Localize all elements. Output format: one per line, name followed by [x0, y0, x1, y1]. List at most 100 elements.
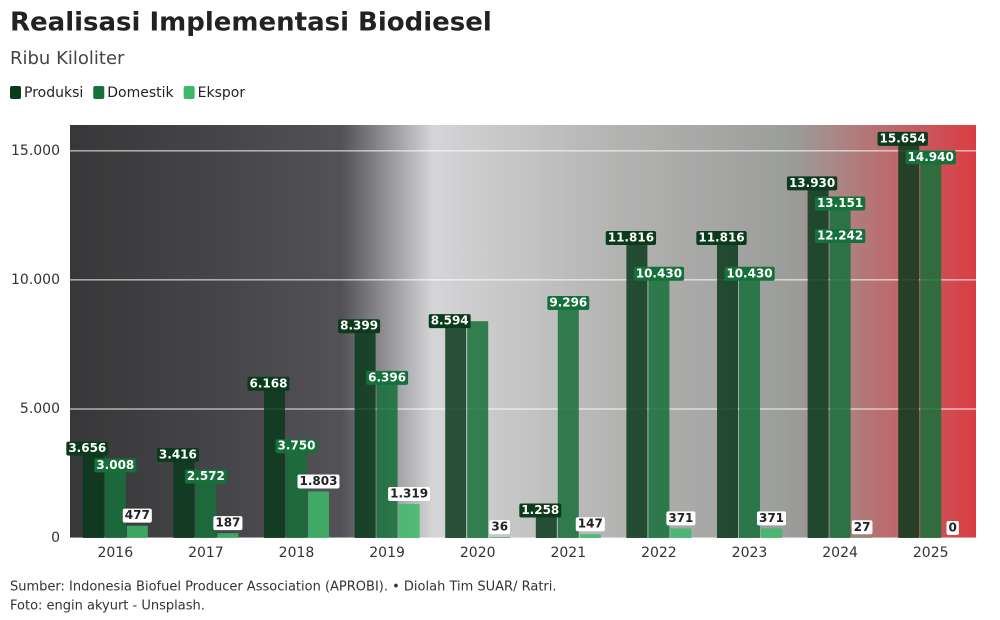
bar	[920, 152, 942, 538]
value-label-bg	[66, 441, 109, 456]
legend-label: Domestik	[107, 85, 174, 101]
y-tick-label: 10.000	[11, 272, 60, 288]
value-label: 371	[668, 511, 693, 525]
value-label: 0	[949, 521, 957, 535]
value-label: 12.242	[817, 229, 863, 243]
bar	[445, 316, 467, 538]
value-label-bg	[666, 511, 696, 526]
bar	[717, 232, 738, 538]
value-label: 3.008	[96, 458, 134, 472]
x-tick-label: 2023	[732, 545, 768, 561]
bar	[264, 378, 285, 538]
bar	[829, 198, 851, 539]
bar	[467, 321, 489, 538]
y-tick-label: 0	[51, 530, 60, 546]
value-label: 3.656	[68, 441, 106, 455]
bar	[579, 534, 601, 538]
value-label-bg	[633, 266, 685, 281]
bar	[648, 268, 670, 538]
value-label: 13.930	[789, 176, 835, 190]
value-label-bg	[338, 319, 381, 334]
x-tick-label: 2018	[279, 545, 315, 561]
bar	[308, 491, 329, 538]
value-label-bg	[814, 229, 866, 244]
bar	[286, 441, 307, 538]
value-label-bg	[851, 520, 873, 535]
chart-title: Realisasi Implementasi Biodiesel	[10, 8, 492, 38]
bar	[489, 537, 511, 538]
value-label: 10.430	[636, 266, 682, 280]
value-label-bg	[489, 520, 511, 535]
value-label-bg	[297, 474, 340, 489]
bar	[126, 525, 148, 538]
x-tick-label: 2016	[97, 545, 133, 561]
value-label-bg	[388, 486, 431, 501]
value-label-bg	[547, 296, 590, 311]
value-label: 36	[491, 520, 508, 534]
value-label: 10.430	[726, 266, 772, 280]
value-label: 9.296	[549, 296, 587, 310]
value-label: 3.750	[278, 439, 316, 453]
value-label: 1.319	[390, 486, 428, 500]
value-label-bg	[786, 176, 838, 191]
x-tick-label: 2019	[369, 545, 405, 561]
value-label: 8.594	[431, 314, 469, 328]
value-label-bg	[428, 314, 471, 329]
value-label-bg	[156, 447, 199, 462]
bar	[851, 537, 873, 538]
bar	[217, 533, 239, 538]
x-tick-label: 2025	[913, 545, 949, 561]
value-label: 187	[215, 516, 240, 530]
value-label: 477	[125, 508, 150, 522]
bar	[195, 471, 217, 538]
x-tick-label: 2024	[822, 545, 858, 561]
value-label: 6.168	[250, 376, 288, 390]
bar	[557, 298, 579, 538]
chart-subtitle: Ribu Kiloliter	[10, 48, 125, 69]
value-label: 11.816	[698, 230, 744, 244]
value-label-bg	[275, 439, 318, 454]
bar	[398, 503, 420, 538]
value-label-bg	[905, 150, 956, 165]
value-label-bg	[184, 469, 227, 484]
value-label-bg	[605, 230, 657, 245]
bar	[670, 528, 692, 538]
bar	[898, 133, 920, 538]
value-label: 1.258	[521, 503, 559, 517]
bar	[354, 321, 376, 538]
bar	[807, 178, 829, 538]
y-tick-label: 5.000	[20, 401, 60, 417]
legend-swatch	[183, 86, 195, 99]
legend-label: Ekspor	[198, 85, 246, 101]
value-label-bg	[696, 230, 747, 245]
y-tick-label: 15.000	[11, 143, 60, 159]
value-label: 11.816	[608, 230, 654, 244]
photo-credit: Foto: engin akyurt - Unsplash.	[10, 599, 205, 614]
legend-swatch	[93, 86, 105, 99]
x-tick-label: 2017	[188, 545, 224, 561]
source: Sumber: Indonesia Biofuel Producer Assoc…	[10, 580, 557, 595]
value-label: 2.572	[187, 469, 225, 483]
value-label-bg	[814, 196, 866, 211]
value-label: 147	[578, 517, 603, 531]
value-label-bg	[724, 266, 775, 281]
value-label: 3.416	[159, 447, 197, 461]
value-label-bg	[366, 370, 409, 385]
value-label: 1.803	[300, 474, 338, 488]
legend-swatch	[10, 86, 21, 99]
value-label-bg	[122, 508, 152, 523]
value-label-bg	[946, 521, 959, 535]
value-label: 8.399	[340, 319, 378, 333]
value-label-bg	[575, 517, 605, 532]
x-tick-label: 2022	[641, 545, 677, 561]
value-label: 27	[854, 520, 871, 534]
bar	[761, 528, 782, 538]
bar	[739, 268, 760, 538]
value-label: 15.654	[880, 131, 926, 145]
value-label: 6.396	[368, 370, 406, 384]
value-label: 13.151	[817, 196, 863, 210]
value-label-bg	[94, 458, 137, 473]
value-label-bg	[519, 503, 562, 518]
x-tick-label: 2021	[550, 545, 586, 561]
